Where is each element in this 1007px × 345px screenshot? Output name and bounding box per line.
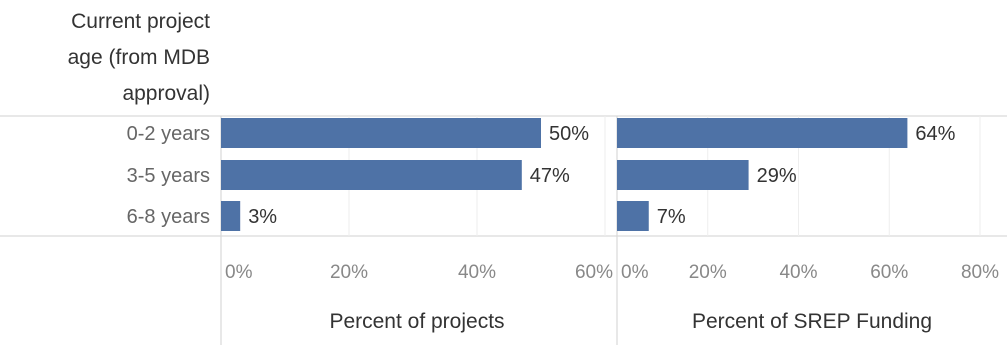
category-labels: 0-2 years 3-5 years 6-8 years — [127, 123, 210, 228]
panel-1-value-label-2: 3% — [248, 206, 277, 228]
panel-1-value-label-0: 50% — [549, 123, 589, 145]
panel-1: 50% 47% 3% 0% 20% 40% 60% Percent of projects — [221, 116, 613, 333]
category-label-0-2-years: 0-2 years — [127, 123, 210, 145]
row-header: Current project age (from MDB approval) — [68, 10, 211, 105]
chart-panels: 50% 47% 3% 0% 20% 40% 60% Percent of projects 64… — [221, 116, 999, 333]
panel-2-axis-title: Percent of SREP Funding — [692, 310, 932, 333]
panel-2: 64% 29% 7% 0% 20% 40% 60% 80% Percent of SREP Fu… — [617, 116, 999, 333]
panel-2-value-label-1: 29% — [757, 165, 797, 187]
category-label-6-8-years: 6-8 years — [127, 206, 210, 228]
panel-2-bar-0-2-years — [617, 118, 907, 148]
panel-2-bar-6-8-years — [617, 201, 649, 231]
panel-2-tick-label-3: 60% — [870, 262, 908, 283]
row-header-line-3: approval) — [122, 82, 210, 105]
panel-2-bar-3-5-years — [617, 160, 749, 190]
panel-2-tick-label-0: 0% — [621, 262, 649, 283]
row-header-line-2: age (from MDB — [68, 46, 210, 69]
panel-2-value-label-0: 64% — [915, 123, 955, 145]
panel-1-axis-title: Percent of projects — [329, 310, 504, 333]
panel-2-tick-label-1: 20% — [689, 262, 727, 283]
panel-1-bar-6-8-years — [221, 201, 240, 231]
row-header-line-1: Current project — [71, 10, 210, 33]
panel-1-tick-label-3: 60% — [575, 262, 613, 283]
panel-1-tick-label-2: 40% — [458, 262, 496, 283]
panel-2-value-label-2: 7% — [657, 206, 686, 228]
panel-2-tick-label-4: 80% — [961, 262, 999, 283]
panel-1-tick-label-0: 0% — [225, 262, 253, 283]
category-label-3-5-years: 3-5 years — [127, 165, 210, 187]
panel-1-tick-label-1: 20% — [330, 262, 368, 283]
panel-1-bar-3-5-years — [221, 160, 522, 190]
panel-1-bar-0-2-years — [221, 118, 541, 148]
panel-2-tick-label-2: 40% — [779, 262, 817, 283]
panel-1-value-label-1: 47% — [530, 165, 570, 187]
